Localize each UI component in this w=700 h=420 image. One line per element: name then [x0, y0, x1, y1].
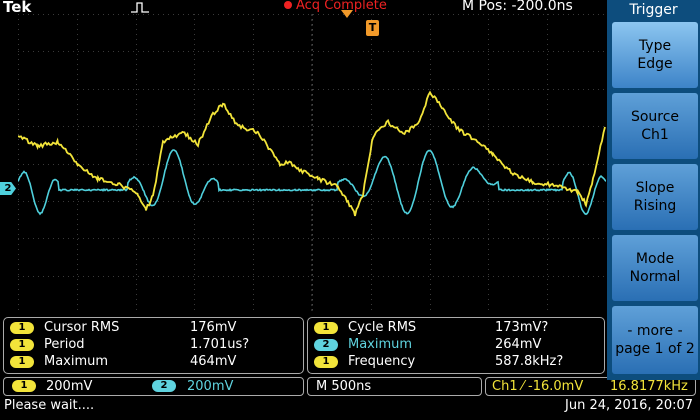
measurement-row: 1 Cycle RMS 173mV?	[314, 320, 600, 336]
measurements-right-panel: 1 Cycle RMS 173mV? 2 Maximum 264mV 1 Fre…	[307, 317, 605, 374]
channel-badge: 1	[10, 339, 34, 351]
timebase-value: M 500ns	[316, 378, 371, 395]
trigger-type-button[interactable]: Type Edge	[612, 22, 698, 88]
measurement-row: 1 Period 1.701us?	[10, 337, 300, 353]
channel-badge: 1	[314, 322, 338, 334]
waveform-display	[18, 14, 606, 313]
trigger-frequency: 16.8177kHz	[610, 378, 688, 395]
measurement-name: Period	[44, 337, 85, 352]
measurement-value: 173mV?	[495, 320, 548, 335]
ch2-ground-marker: 2	[0, 182, 16, 195]
button-line1: Slope	[636, 179, 675, 197]
button-line2: Normal	[630, 268, 681, 286]
channel-badge: 1	[10, 322, 34, 334]
measurement-value: 1.701us?	[190, 337, 249, 352]
trigger-position-marker	[341, 10, 353, 20]
channel-badge: 1	[10, 356, 34, 368]
date-time: Jun 24, 2016, 20:07	[565, 398, 693, 413]
measurement-value: 464mV	[190, 354, 236, 369]
menu-title: Trigger	[607, 2, 700, 18]
vertical-scale-panel[interactable]: 1 200mV 2 200mV	[3, 377, 304, 396]
measurement-value: 176mV	[190, 320, 236, 335]
measurement-row: 1 Maximum 464mV	[10, 354, 300, 370]
trigger-source-button[interactable]: Source Ch1	[612, 93, 698, 159]
trigger-mode-button[interactable]: Mode Normal	[612, 235, 698, 301]
measurement-row: 1 Cursor RMS 176mV	[10, 320, 300, 336]
button-line2: Rising	[634, 197, 677, 215]
button-line2: Edge	[637, 55, 672, 73]
measurement-row: 2 Maximum 264mV	[314, 337, 600, 353]
measurement-name: Maximum	[348, 337, 412, 352]
timebase-panel[interactable]: M 500ns	[307, 377, 482, 396]
trigger-slope-button[interactable]: Slope Rising	[612, 164, 698, 230]
button-line1: - more -	[627, 322, 682, 340]
button-line1: Type	[639, 37, 671, 55]
measurement-value: 264mV	[495, 337, 541, 352]
trigger-time-marker: T	[366, 20, 379, 36]
trigger-level: Ch1 ⁄ -16.0mV	[492, 378, 583, 395]
channel-badge: 1	[314, 356, 338, 368]
channel-badge: 2	[314, 339, 338, 351]
measurement-name: Cycle RMS	[348, 320, 416, 335]
ch2-scale: 200mV	[187, 378, 233, 395]
measurement-row: 1 Frequency 587.8kHz?	[314, 354, 600, 370]
ch2-badge: 2	[152, 380, 176, 392]
button-line1: Source	[631, 108, 679, 126]
measurements-left-panel: 1 Cursor RMS 176mV 1 Period 1.701us? 1 M…	[3, 317, 304, 374]
button-line2: Ch1	[641, 126, 669, 144]
status-message: Please wait....	[4, 398, 94, 413]
acquisition-status-icon	[284, 1, 292, 9]
measurement-value: 587.8kHz?	[495, 354, 563, 369]
button-line1: Mode	[636, 250, 674, 268]
measurement-name: Frequency	[348, 354, 415, 369]
button-line2: page 1 of 2	[615, 340, 695, 358]
ch1-scale: 200mV	[46, 378, 92, 395]
horizontal-position: M Pos: -200.0ns	[462, 0, 573, 14]
measurement-name: Cursor RMS	[44, 320, 119, 335]
acquisition-mode-icon	[130, 0, 150, 14]
more-page-button[interactable]: - more - page 1 of 2	[612, 306, 698, 374]
ch1-badge: 1	[12, 380, 36, 392]
measurement-name: Maximum	[44, 354, 108, 369]
